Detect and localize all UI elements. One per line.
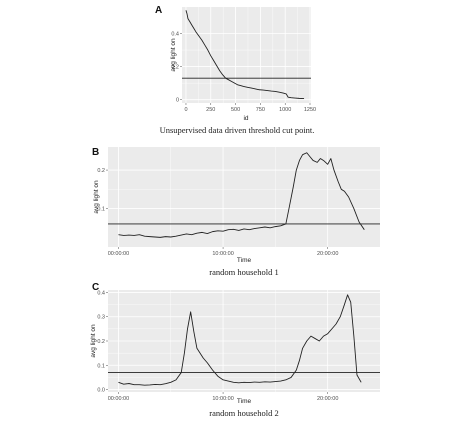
panel-a-xlabel: id: [243, 115, 248, 122]
x-tick-label: 00:00:00: [108, 251, 129, 257]
panel-c-grid: 00:00:00 10:00:00 20:00:00 0.0 0.1 0.2 0.3 0.4: [97, 290, 380, 402]
panel-a-grid: 0 250 500 750 1000 1250 0 0.2 0.4: [171, 7, 316, 113]
x-tick-label: 0: [184, 107, 187, 113]
panel-c-caption: random household 2: [209, 408, 278, 418]
y-tick-label: 0.2: [171, 65, 179, 71]
series-line: [185, 10, 305, 99]
x-tick-label: 10:00:00: [212, 396, 233, 402]
x-tick-label: 00:00:00: [108, 396, 129, 402]
panel-a: A 0 250 500 750 1000 1250 0 0.2 0.4 avg light on…: [155, 5, 316, 135]
panel-b-caption: random household 1: [209, 267, 278, 277]
x-tick-label: 20:00:00: [317, 251, 338, 257]
y-tick-label: 0: [176, 98, 179, 104]
y-tick-label: 0.1: [97, 363, 105, 369]
panel-b-plot-area: [108, 147, 380, 247]
panel-b-marks: [108, 152, 380, 238]
y-tick-label: 0.4: [171, 31, 179, 37]
panel-c-letter: C: [92, 282, 99, 293]
panel-b: B 00:00:00 10:00:00 20:00:00 0.1 0.2 avg lig…: [92, 147, 380, 277]
x-tick-label: 20:00:00: [317, 396, 338, 402]
x-tick-label: 1000: [279, 107, 291, 113]
panel-a-letter: A: [155, 5, 162, 16]
y-tick-label: 0.0: [97, 388, 105, 394]
x-tick-label: 250: [206, 107, 215, 113]
panel-b-letter: B: [92, 147, 99, 158]
x-tick-label: 10:00:00: [212, 251, 233, 257]
panel-a-marks: [182, 10, 311, 99]
x-tick-label: 750: [256, 107, 265, 113]
y-tick-label: 0.2: [97, 168, 105, 174]
y-tick-label: 0.4: [97, 290, 105, 296]
panel-a-ylabel: avg light on: [170, 38, 177, 72]
x-tick-label: 500: [231, 107, 240, 113]
panel-c: C 00:00:00 10:00:00 20:00:00 0.0 0.1 0.2 0.3 0.…: [90, 282, 380, 418]
panel-b-xlabel: Time: [237, 257, 252, 264]
panel-a-caption: Unsupervised data driven threshold cut p…: [160, 125, 315, 135]
y-tick-label: 0.2: [97, 339, 105, 345]
panel-c-ylabel: avg light on: [90, 324, 97, 358]
panel-c-xlabel: Time: [237, 398, 252, 405]
series-line: [118, 294, 362, 386]
y-tick-label: 0.3: [97, 315, 105, 321]
panel-c-marks: [108, 294, 380, 386]
x-tick-label: 1250: [304, 107, 316, 113]
series-line: [118, 152, 365, 238]
y-tick-label: 0.1: [97, 207, 105, 213]
panel-a-plot-area: [182, 7, 311, 103]
panel-b-ylabel: avg light on: [93, 180, 100, 214]
